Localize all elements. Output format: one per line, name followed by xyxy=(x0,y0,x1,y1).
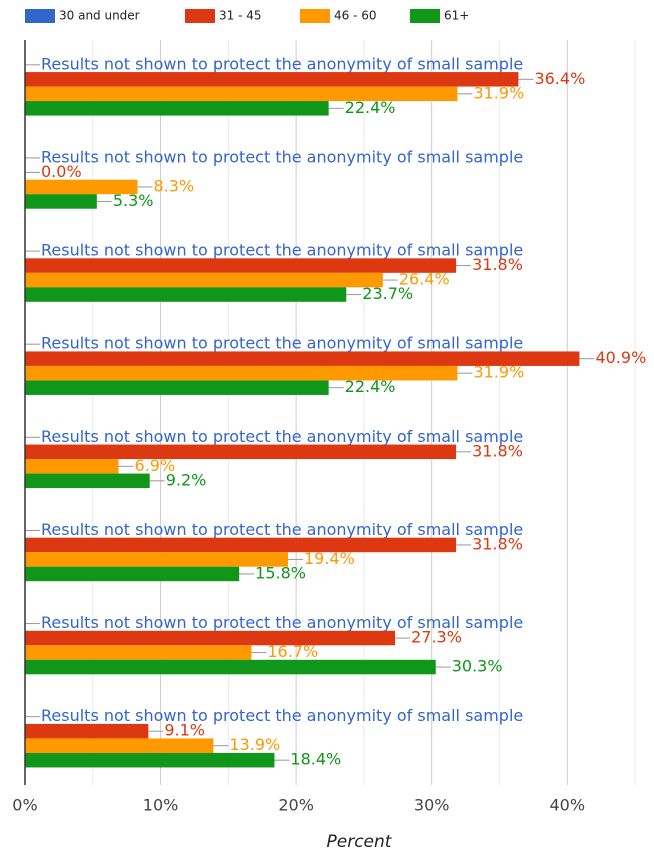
bar xyxy=(25,365,458,381)
value-label: 36.4% xyxy=(534,69,585,88)
value-label: 9.2% xyxy=(166,470,207,489)
value-label: 23.7% xyxy=(362,284,413,303)
value-label: 26.4% xyxy=(399,270,450,289)
value-label: 5.3% xyxy=(113,191,154,210)
bar xyxy=(25,194,97,209)
value-label: 31.8% xyxy=(472,441,523,460)
bar xyxy=(25,630,396,646)
x-tick-label: 0% xyxy=(12,796,37,815)
value-label: 30.3% xyxy=(452,657,503,676)
bar xyxy=(25,566,240,582)
bar xyxy=(25,179,138,195)
value-label: 40.9% xyxy=(595,348,646,367)
value-label: 18.4% xyxy=(290,750,341,769)
bar xyxy=(25,86,458,102)
bar xyxy=(25,723,149,739)
bar xyxy=(25,258,457,273)
value-label: Results not shown to protect the anonymi… xyxy=(41,427,523,446)
value-label: 13.9% xyxy=(229,735,280,754)
x-tick-label: 10% xyxy=(143,796,179,815)
value-label: 31.9% xyxy=(473,363,524,382)
legend-label: 31 - 45 xyxy=(219,9,262,23)
x-tick-label: 20% xyxy=(278,796,314,815)
bar xyxy=(25,645,252,660)
value-label: 27.3% xyxy=(411,628,462,647)
value-label: 22.4% xyxy=(345,98,396,117)
x-tick-label: 30% xyxy=(414,796,450,815)
value-label: Results not shown to protect the anonymi… xyxy=(41,706,523,725)
value-label: Results not shown to protect the anonymi… xyxy=(41,613,523,632)
value-label: 22.4% xyxy=(345,377,396,396)
value-label: 15.8% xyxy=(255,563,306,582)
value-label: Results not shown to protect the anonymi… xyxy=(41,520,523,539)
legend-label: 61+ xyxy=(444,9,469,23)
bar xyxy=(25,659,436,675)
bar xyxy=(25,537,457,553)
bar xyxy=(25,287,347,302)
value-label: 31.8% xyxy=(472,255,523,274)
value-label: 8.3% xyxy=(154,176,195,195)
value-label: 19.4% xyxy=(304,549,355,568)
value-label: 31.9% xyxy=(473,83,524,102)
value-label: Results not shown to protect the anonymi… xyxy=(41,54,523,73)
bar xyxy=(25,738,214,753)
legend-label: 30 and under xyxy=(59,9,140,23)
legend-swatch xyxy=(25,9,55,23)
bar xyxy=(25,444,457,460)
legend-swatch xyxy=(185,9,215,23)
legend-swatch xyxy=(300,9,330,23)
bar xyxy=(25,752,275,768)
value-label: 31.8% xyxy=(472,534,523,553)
bar xyxy=(25,351,580,366)
bar xyxy=(25,552,288,567)
bar xyxy=(25,101,329,116)
legend-label: 46 - 60 xyxy=(334,9,377,23)
value-label: 9.1% xyxy=(164,721,205,740)
value-label: 6.9% xyxy=(135,456,176,475)
bar xyxy=(25,380,329,395)
bar xyxy=(25,272,383,288)
value-label: Results not shown to protect the anonymi… xyxy=(41,334,523,353)
bar xyxy=(25,459,119,474)
value-label: 16.7% xyxy=(267,642,318,661)
value-label: Results not shown to protect the anonymi… xyxy=(41,147,523,166)
value-label: Results not shown to protect the anonymi… xyxy=(41,241,523,260)
x-tick-label: 40% xyxy=(549,796,585,815)
bar xyxy=(25,72,519,87)
legend-swatch xyxy=(410,9,440,23)
x-axis-title: Percent xyxy=(327,832,393,852)
value-label: 0.0% xyxy=(41,162,82,181)
bar xyxy=(25,473,150,489)
